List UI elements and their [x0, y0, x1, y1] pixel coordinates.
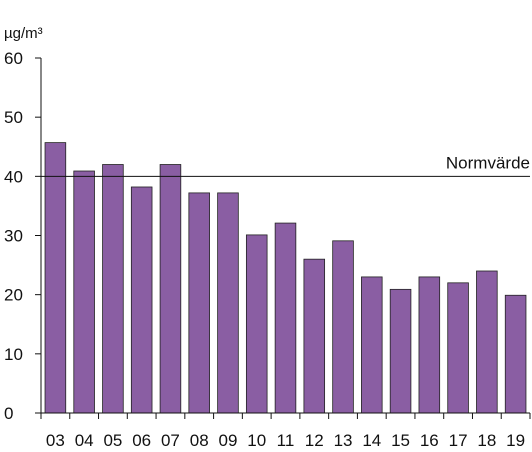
x-tick-label-12: 12: [305, 431, 324, 450]
y-tick-label: 30: [4, 227, 23, 246]
x-tick-label-06: 06: [132, 431, 151, 450]
x-tick-label-13: 13: [334, 431, 353, 450]
x-tick-label-11: 11: [277, 431, 295, 450]
bar-08: [188, 192, 210, 414]
x-tick-label-10: 10: [247, 431, 266, 450]
x-tick-label-19: 19: [506, 431, 525, 450]
y-tick-label: 0: [4, 404, 13, 423]
x-tick-label-09: 09: [219, 431, 238, 450]
reference-line-label: Normvärde: [446, 153, 530, 172]
y-axis-unit-label: µg/m³: [4, 25, 43, 42]
x-tick-label-04: 04: [75, 431, 94, 450]
x-tick-label-14: 14: [362, 431, 381, 450]
x-tick-label-08: 08: [190, 431, 209, 450]
bar-14: [361, 276, 383, 414]
bar-11: [274, 222, 297, 414]
bar-05: [102, 164, 124, 414]
bar-03: [44, 142, 67, 414]
bar-19: [504, 294, 527, 414]
bar-09: [217, 192, 239, 414]
y-tick-label: 60: [4, 49, 23, 68]
bar-07: [159, 164, 182, 414]
x-tick-label-05: 05: [103, 431, 122, 450]
bar-12: [303, 258, 326, 414]
bar-16: [418, 276, 441, 414]
x-tick-label-15: 15: [391, 431, 410, 450]
bar-15: [389, 288, 412, 414]
y-tick-label: 10: [4, 345, 23, 364]
x-tick-label-17: 17: [449, 431, 468, 450]
x-axis-ticks: 03 04 05 06 07 08 09 10 11 12 13 14 15 16 17 18 19: [40, 413, 531, 450]
bar-04: [73, 170, 95, 414]
y-tick-label: 40: [4, 167, 23, 186]
bar-18: [476, 270, 498, 414]
y-tick-label: 50: [4, 108, 23, 127]
x-tick-label-03: 03: [46, 431, 65, 450]
bar-17: [447, 282, 469, 414]
bar-10: [245, 234, 268, 414]
x-tick-label-16: 16: [420, 431, 439, 450]
bars-group: [44, 142, 527, 414]
x-tick-label-07: 07: [161, 431, 180, 450]
bar-06: [130, 186, 153, 414]
bar-13: [332, 240, 354, 414]
y-tick-label: 20: [4, 286, 23, 305]
y-axis-ticks: 0 10 20 30 40 50 60: [4, 49, 41, 423]
x-tick-label-18: 18: [477, 431, 496, 450]
